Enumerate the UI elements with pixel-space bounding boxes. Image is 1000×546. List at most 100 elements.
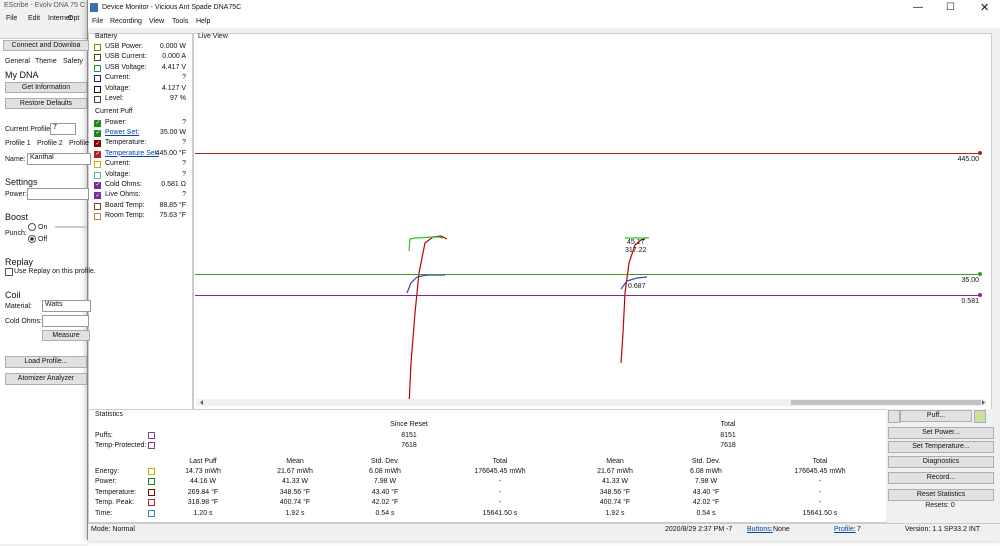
action-button[interactable]: Puff... [900,410,972,422]
profile-tab[interactable]: Profile 1 [5,140,31,147]
status-bar [88,523,1000,541]
row-label: Level: [105,95,124,102]
stat-value: 15641.50 s [802,509,838,517]
measure-button[interactable]: Measure [42,330,90,341]
panel [0,54,88,544]
action-button[interactable]: Record... [888,472,994,484]
action-button[interactable]: Reset Statistics [888,489,994,501]
row-label: Voltage: [105,84,131,92]
checkbox[interactable] [148,509,155,517]
tab[interactable]: General [5,58,30,65]
row-label: Current: [105,160,131,168]
action-button[interactable]: Set Temperature... [888,441,994,453]
battery-button[interactable] [974,410,986,423]
checkbox[interactable] [148,442,155,450]
menu-item[interactable]: File [92,18,104,25]
menu-item[interactable]: Opt [68,15,80,22]
checkbox[interactable] [148,432,155,439]
stat-value: 41.33 W [601,478,629,486]
checkbox[interactable]: ✓ [94,140,101,148]
stat-value: 176645.45 mWh [474,468,526,475]
row-value: 75.63 °F [159,212,186,220]
text-input[interactable] [27,188,89,200]
atomizer-analyzer-button[interactable]: Atomizer Analyzer [5,373,87,385]
checkbox[interactable] [148,478,155,486]
checkbox[interactable]: ✓ [94,129,101,137]
pin-button[interactable] [888,410,900,423]
stat-value: - [498,499,502,507]
checkbox[interactable] [94,202,101,210]
stat-value: 43.40 °F [692,488,720,496]
tab[interactable]: Theme [35,58,57,65]
row-label: Room Temp: [105,212,145,220]
radio[interactable] [28,223,36,231]
window-title: Device Monitor - Vicious Ant Spade DNA75… [102,4,242,11]
checkbox[interactable] [94,213,101,221]
menu-item[interactable]: View [149,18,165,25]
menu-item[interactable]: Help [196,18,211,25]
profile-tab[interactable]: Profile 2 [37,140,63,147]
checkbox[interactable] [94,85,101,93]
stat-value: 15641.50 s [482,509,518,517]
row-label[interactable]: Power Set: [105,128,140,136]
status-link[interactable]: Buttons: [747,526,773,533]
scroll-right[interactable] [982,400,985,405]
menu-item[interactable]: Edit [28,15,41,22]
status-link[interactable]: Profile: [834,526,856,533]
stat-value: - [498,478,502,486]
checkbox[interactable] [148,488,155,496]
checkbox[interactable] [94,161,101,169]
connect-button[interactable]: Connect and Downloa [3,40,89,51]
menu-item[interactable]: Internet [48,15,72,22]
checkbox[interactable] [5,268,13,276]
menu-item[interactable]: Recording [110,18,142,25]
temperature-trace [620,238,646,364]
dropdown[interactable]: 7 [50,123,76,135]
stat-value: 0.54 s [375,509,395,517]
row-value: ? [182,160,186,168]
scrollbar[interactable] [196,399,986,406]
row-label: Temperature: [105,139,147,147]
scroll-left[interactable] [200,400,203,405]
column-header: Total [492,458,508,465]
stat-value: 348.56 °F [599,488,631,496]
get-information-button[interactable]: Get Information [5,82,87,93]
row-label[interactable]: Temperature Set: [105,149,159,157]
checkbox[interactable] [148,499,155,507]
live-view-panel [193,33,992,410]
checkbox[interactable] [94,54,101,62]
tab[interactable]: Safety [63,58,83,65]
text-input[interactable] [42,315,89,327]
radio[interactable] [28,235,36,243]
checkbox[interactable] [94,75,101,83]
stat-value: 0.54 s [696,509,716,517]
row-label: Power: [105,118,127,126]
checkbox[interactable] [94,44,101,51]
action-button[interactable]: Set Power... [888,427,994,439]
profile-tab[interactable]: Profile [69,140,89,147]
scrollbar-thumb[interactable] [791,400,981,405]
stat-value: 7.98 W [694,478,718,486]
maximize-button[interactable]: ☐ [946,2,955,13]
checkbox[interactable] [148,468,155,475]
checkbox[interactable] [94,64,101,72]
checkbox[interactable]: ✓ [94,192,101,200]
checkbox[interactable] [94,171,101,179]
minimize-button[interactable]: — [913,2,923,13]
ohms-trace [406,274,445,294]
restore-defaults-button[interactable]: Restore Defaults [5,98,87,109]
checkbox[interactable]: ✓ [94,181,101,189]
load-profile-button[interactable]: Load Profile... [5,356,87,368]
text-input[interactable]: Kanthal [27,153,91,165]
row-label: Temp-Protected: [95,442,147,450]
menu-item[interactable]: Tools [172,18,189,25]
column-header: Std. Dev. [370,458,400,465]
dropdown[interactable]: Watts [42,300,91,312]
checkbox[interactable]: ✓ [94,150,101,158]
resets-label: Resets: 0 [925,502,955,509]
close-button[interactable]: ✕ [980,2,990,14]
action-button[interactable]: Diagnostics [888,456,994,468]
menu-item[interactable]: File [6,15,18,22]
checkbox[interactable] [94,96,101,103]
checkbox[interactable]: ✓ [94,119,101,127]
